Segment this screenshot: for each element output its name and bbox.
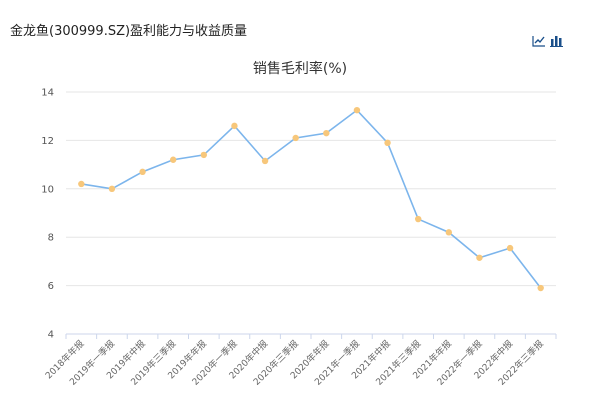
data-point	[139, 168, 146, 176]
y-tick-label: 12	[41, 136, 54, 147]
chart-toolbar	[532, 35, 564, 47]
line-chart-icon[interactable]	[532, 35, 546, 47]
y-tick-label: 14	[41, 88, 54, 99]
page-title: 金龙鱼(300999.SZ)盈利能力与收益质量	[10, 24, 248, 39]
data-point	[384, 139, 391, 147]
series-line	[81, 109, 542, 289]
data-point	[292, 134, 299, 142]
data-point	[506, 244, 514, 252]
y-tick-label: 4	[48, 330, 54, 341]
data-point	[445, 229, 453, 236]
data-point	[200, 151, 208, 159]
data-point	[476, 254, 483, 261]
data-point	[78, 180, 85, 188]
data-point	[414, 215, 422, 223]
data-point	[353, 106, 361, 114]
data-point	[537, 284, 544, 292]
chart-title: 销售毛利率(%)	[252, 61, 348, 77]
y-tick-label: 10	[41, 184, 54, 195]
data-point	[169, 156, 177, 163]
data-point	[231, 122, 238, 130]
y-tick-label: 8	[48, 233, 54, 244]
bar-chart-icon[interactable]	[550, 35, 564, 47]
y-tick-label: 6	[48, 281, 54, 292]
data-point	[323, 129, 330, 137]
data-point	[261, 157, 269, 165]
data-point	[108, 185, 116, 192]
